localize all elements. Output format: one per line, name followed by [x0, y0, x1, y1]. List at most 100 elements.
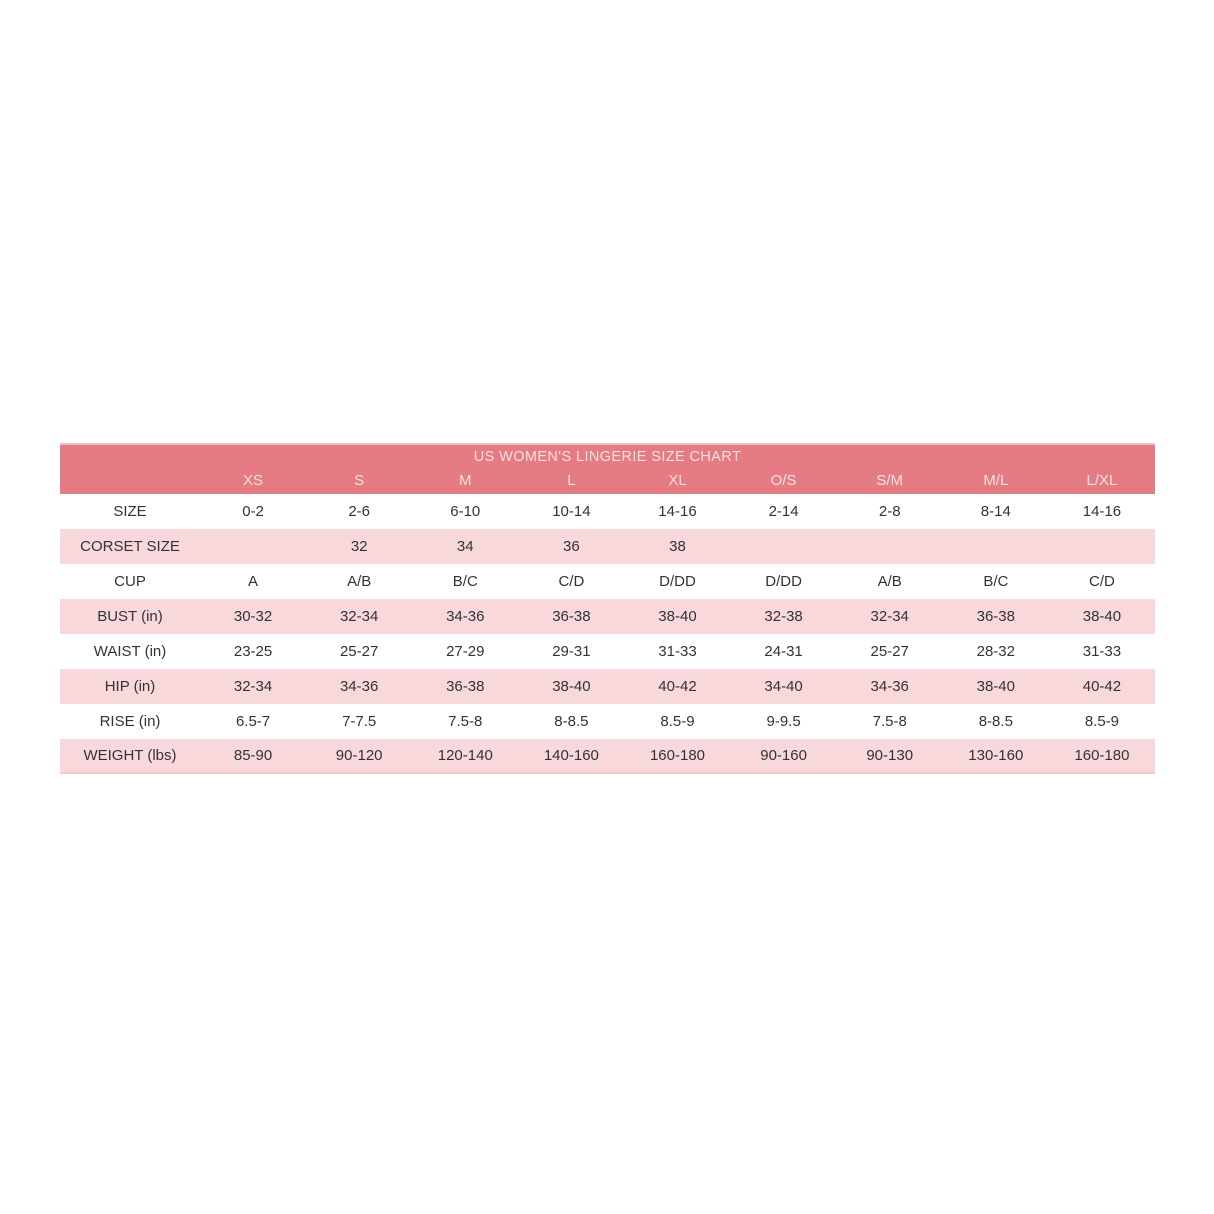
column-header-cell: M/L [983, 471, 1009, 489]
table-row: HIP (in) 32-34 34-36 36-38 38-40 40-42 34-40 34… [60, 669, 1155, 704]
value-cell: 32 [350, 538, 368, 555]
value-cell: 14-16 [658, 503, 697, 520]
value-cell: 34-36 [446, 608, 485, 625]
row-label-cell: BUST (in) [97, 608, 163, 625]
value-cell: 29-31 [552, 643, 591, 660]
value-cell: 32-34 [339, 608, 379, 625]
table-row: SIZE 0-2 2-6 6-10 10-14 14-16 2-14 2-8 8-14 14-16 [60, 494, 1155, 529]
value-cell: A/B [347, 573, 372, 590]
value-cell: 36-38 [446, 678, 485, 695]
value-cell: 38-40 [976, 678, 1015, 695]
value-cell: 34-36 [339, 678, 379, 695]
value-cell: 40-42 [658, 678, 697, 695]
value-cell: 2-14 [768, 503, 799, 520]
value-cell: 38-40 [552, 678, 591, 695]
value-cell: 85-90 [233, 747, 273, 764]
column-header-row: XS S M L XL O/S S/M M/L L/XL [60, 469, 1155, 494]
table-title: US WOMEN'S LINGERIE SIZE CHART [60, 445, 1155, 469]
value-cell: 6-10 [450, 503, 481, 520]
value-cell: 24-31 [764, 643, 803, 660]
row-label-cell: WEIGHT (lbs) [83, 747, 177, 764]
column-header-cell: L [567, 471, 576, 489]
value-cell: 32-34 [870, 608, 909, 625]
value-cell: 160-180 [649, 747, 706, 764]
size-chart-table: US WOMEN'S LINGERIE SIZE CHART XS S M L XL O/… [60, 443, 1155, 774]
row-label-cell: HIP (in) [104, 678, 156, 695]
value-cell: 130-160 [968, 747, 1024, 764]
value-cell: 34 [456, 538, 474, 555]
value-cell: C/D [558, 573, 585, 590]
value-cell: 90-120 [335, 747, 383, 764]
value-cell: 2-8 [878, 503, 901, 520]
value-cell [943, 529, 1049, 564]
value-cell: 34-40 [764, 678, 803, 695]
value-cell: 2-6 [348, 503, 370, 520]
value-cell: 0-2 [242, 503, 264, 520]
row-label-cell: CORSET SIZE [80, 538, 180, 555]
value-cell: 7-7.5 [342, 713, 377, 730]
value-cell [1049, 529, 1155, 564]
value-cell: 32-34 [233, 678, 273, 695]
value-cell: D/DD [659, 573, 696, 590]
value-cell: 6.5-7 [235, 713, 271, 730]
value-cell: 7.5-8 [872, 713, 907, 730]
value-cell: 27-29 [446, 643, 485, 660]
table-row: RISE (in) 6.5-7 7-7.5 7.5-8 8-8.5 8.5-9 9-9.5 7… [60, 704, 1155, 739]
value-cell: 10-14 [552, 503, 591, 520]
value-cell: 9-9.5 [766, 713, 801, 730]
value-cell: 30-32 [233, 608, 273, 625]
value-cell [731, 529, 837, 564]
value-cell: 38-40 [658, 608, 697, 625]
column-header-cell: S [354, 471, 365, 489]
value-cell: 38-40 [1082, 608, 1122, 625]
value-cell: D/DD [765, 573, 802, 590]
value-cell: A/B [877, 573, 902, 590]
row-label-cell: CUP [114, 573, 146, 590]
column-header-cell: O/S [770, 471, 797, 489]
column-header-cell: M [459, 471, 472, 489]
value-cell [200, 529, 306, 564]
value-cell: 8.5-9 [1084, 713, 1120, 730]
row-label-cell: WAIST (in) [93, 643, 167, 660]
row-label-cell: SIZE [113, 503, 147, 520]
value-cell: 8-8.5 [554, 713, 589, 730]
table-row: WAIST (in) 23-25 25-27 27-29 29-31 31-33 24-31… [60, 634, 1155, 669]
value-cell: C/D [1089, 573, 1115, 590]
value-cell: B/C [452, 573, 478, 590]
value-cell: 90-130 [866, 747, 914, 764]
value-cell: 8-8.5 [978, 713, 1013, 730]
value-cell: 36-38 [976, 608, 1015, 625]
table-row: CORSET SIZE 32 34 36 38 [60, 529, 1155, 564]
table-row: BUST (in) 30-32 32-34 34-36 36-38 38-40 32-38 3… [60, 599, 1155, 634]
value-cell: 31-33 [1082, 643, 1122, 660]
value-cell: 90-160 [760, 747, 807, 764]
value-cell: 7.5-8 [448, 713, 483, 730]
value-cell: 32-38 [764, 608, 803, 625]
value-cell: 14-16 [1082, 503, 1122, 520]
value-cell: 23-25 [233, 643, 273, 660]
column-header-cell: L/XL [1086, 471, 1118, 489]
column-header-cell: XL [668, 471, 687, 489]
value-cell: A [248, 573, 259, 590]
value-cell: 8.5-9 [660, 713, 695, 730]
value-cell: 31-33 [658, 643, 697, 660]
value-cell: 8-14 [980, 503, 1011, 520]
value-cell: 36-38 [552, 608, 591, 625]
column-header-cell: XS [243, 471, 264, 489]
value-cell: B/C [983, 573, 1009, 590]
value-cell: 25-27 [870, 643, 909, 660]
value-cell: 140-160 [543, 747, 599, 764]
value-cell: 25-27 [339, 643, 379, 660]
value-cell: 38 [669, 538, 686, 555]
value-cell: 28-32 [976, 643, 1015, 660]
value-cell [837, 529, 943, 564]
value-cell: 160-180 [1074, 747, 1130, 764]
column-header-cell: S/M [876, 471, 904, 489]
column-header-spacer [60, 469, 200, 494]
table-body: SIZE 0-2 2-6 6-10 10-14 14-16 2-14 2-8 8-14 14-16… [60, 494, 1155, 774]
table-row: WEIGHT (lbs) 85-90 90-120 120-140 140-160 160… [60, 739, 1155, 774]
value-cell: 40-42 [1082, 678, 1122, 695]
value-cell: 34-36 [870, 678, 909, 695]
value-cell: 120-140 [437, 747, 493, 764]
row-label-cell: RISE (in) [99, 713, 161, 730]
